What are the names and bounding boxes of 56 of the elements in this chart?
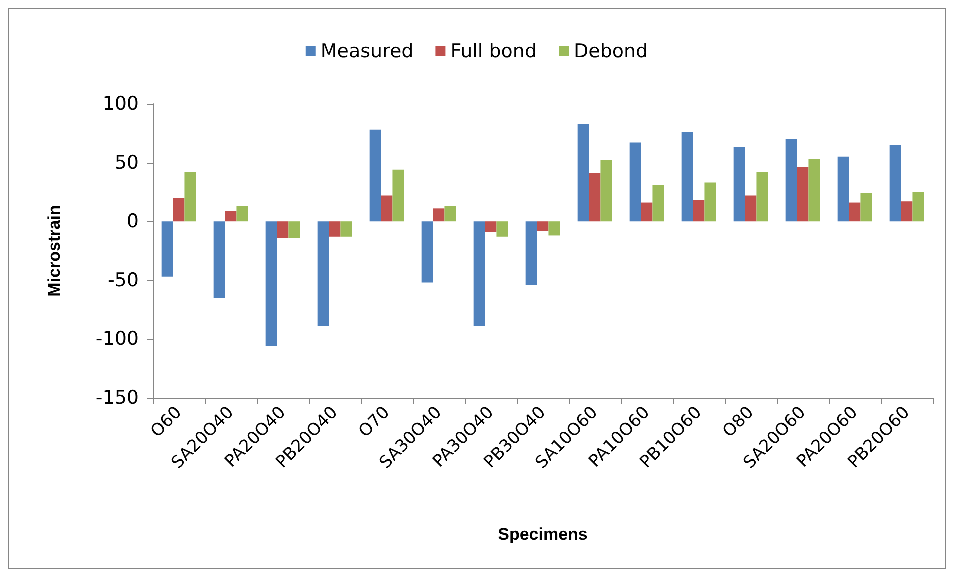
bar (485, 222, 497, 232)
bar (266, 222, 278, 346)
bar (578, 124, 590, 222)
bar (433, 208, 445, 222)
bar (745, 196, 757, 222)
y-tick-label: -50 (108, 269, 139, 292)
bar (912, 192, 924, 222)
bar (548, 222, 560, 236)
bar (630, 142, 642, 222)
y-tick-label: 50 (114, 152, 139, 174)
bar (849, 202, 861, 222)
bar (370, 130, 382, 222)
bar (838, 156, 850, 222)
bar (786, 139, 798, 222)
bar (381, 196, 393, 222)
bar (693, 200, 705, 222)
bar (184, 172, 196, 222)
bar (860, 193, 872, 222)
bar (734, 148, 746, 222)
bar (756, 172, 768, 222)
bar (901, 202, 913, 222)
bar (422, 222, 434, 283)
bar (600, 160, 612, 222)
bar (444, 206, 456, 222)
y-tick-label: 0 (126, 210, 139, 233)
bar (704, 182, 716, 222)
bar (808, 159, 820, 222)
y-tick-label: -100 (96, 328, 139, 350)
bar (589, 173, 601, 222)
bar (340, 222, 352, 237)
bar (236, 206, 248, 222)
y-tick-label: 100 (102, 93, 139, 115)
bar (329, 222, 341, 237)
x-axis-title: Specimens (498, 525, 588, 544)
bar (526, 222, 538, 286)
legend-label: Debond (574, 40, 648, 62)
y-tick-label: -150 (96, 387, 139, 409)
bar (474, 222, 486, 326)
bar (318, 222, 330, 326)
bar (682, 132, 694, 222)
bar (641, 202, 653, 222)
bar (797, 168, 809, 222)
y-axis-title: Microstrain (45, 205, 64, 297)
legend-label: Measured (320, 40, 414, 62)
bar (214, 222, 226, 298)
bar (652, 185, 664, 222)
bar (288, 222, 300, 238)
bar (537, 222, 549, 232)
legend-label: Full bond (450, 40, 538, 62)
bar (162, 222, 174, 277)
bar (225, 211, 237, 222)
bar (496, 222, 508, 237)
bar (173, 198, 185, 222)
bar (392, 170, 404, 222)
bar (890, 145, 902, 222)
bar (277, 222, 289, 238)
